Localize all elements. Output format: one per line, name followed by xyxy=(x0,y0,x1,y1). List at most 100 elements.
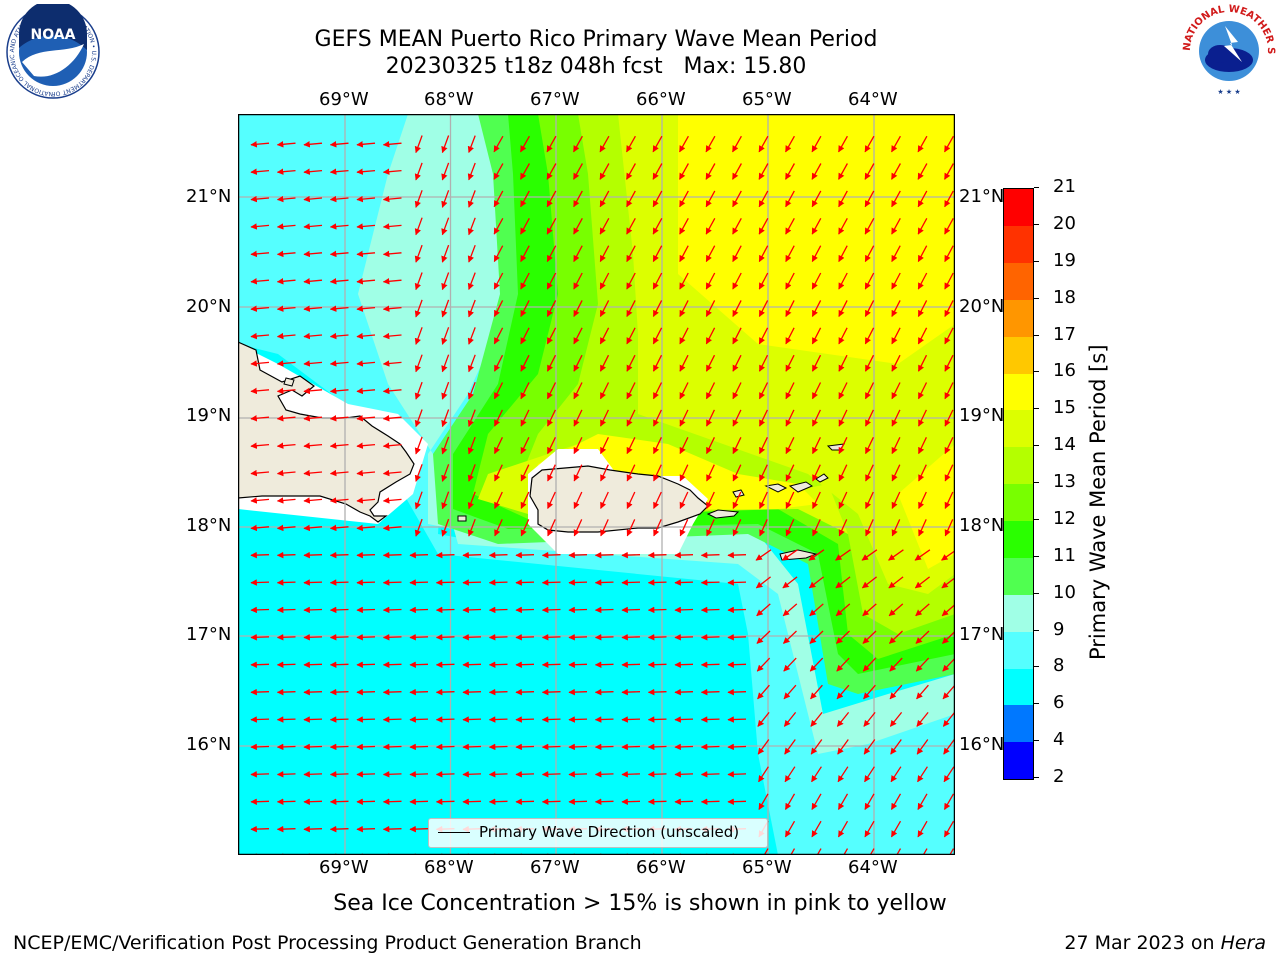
wave-arrow xyxy=(756,630,771,644)
colorbar-segment xyxy=(1004,299,1033,337)
wave-arrow xyxy=(944,190,954,208)
wave-arrow xyxy=(674,661,694,668)
colorbar-tick xyxy=(1034,666,1039,668)
wave-arrow xyxy=(414,327,423,345)
wave-arrow xyxy=(864,163,875,180)
wave-arrow xyxy=(706,437,715,455)
wave-arrow xyxy=(732,519,742,537)
wave-arrow xyxy=(942,658,954,672)
wave-arrow xyxy=(467,244,476,263)
wave-arrow xyxy=(573,272,583,290)
wave-arrow xyxy=(573,409,583,427)
wave-arrow xyxy=(520,135,530,153)
wave-arrow xyxy=(810,711,823,727)
wave-arrow xyxy=(541,634,561,641)
wave-arrow xyxy=(811,300,822,317)
wave-arrow xyxy=(414,162,423,181)
wave-arrow xyxy=(467,491,476,510)
wave-arrow xyxy=(732,409,742,427)
wave-arrow xyxy=(864,190,875,208)
wave-arrow xyxy=(759,409,768,427)
wave-arrow xyxy=(462,579,482,586)
wave-arrow xyxy=(329,442,349,449)
wave-arrow xyxy=(679,354,689,372)
wave-arrow xyxy=(467,217,476,236)
wave-arrow xyxy=(782,603,798,617)
wave-arrow xyxy=(547,464,556,482)
wave-arrow xyxy=(838,437,848,455)
wave-arrow xyxy=(547,409,556,427)
wave-arrow xyxy=(674,606,694,614)
wave-arrow xyxy=(276,195,296,203)
wave-arrow xyxy=(626,464,636,482)
wave-arrow xyxy=(944,135,954,153)
wave-arrow xyxy=(647,771,667,778)
lat-tick-right: 19°N xyxy=(959,405,1005,426)
wave-arrow xyxy=(674,743,694,751)
wave-arrow xyxy=(515,661,535,668)
wave-arrow xyxy=(943,820,954,838)
wave-arrow xyxy=(462,551,482,559)
wave-arrow xyxy=(811,354,822,372)
wave-arrow xyxy=(382,551,402,559)
wave-arrow xyxy=(382,415,402,422)
colorbar-segment xyxy=(1004,262,1033,300)
wave-arrow xyxy=(520,300,530,317)
wave-arrow xyxy=(705,217,716,235)
wave-arrow xyxy=(303,469,323,477)
wave-arrow xyxy=(732,354,742,372)
wave-arrow xyxy=(435,688,455,696)
colorbar-tick xyxy=(1034,445,1039,447)
wave-arrow xyxy=(356,634,376,641)
wave-arrow xyxy=(488,634,508,641)
wave-arrow xyxy=(414,518,423,537)
wave-arrow xyxy=(409,716,429,723)
wave-arrow xyxy=(594,579,614,586)
wave-arrow xyxy=(700,716,720,723)
wave-arrow xyxy=(382,661,402,668)
colorbar-segment xyxy=(1004,520,1033,558)
wave-arrow xyxy=(653,464,662,482)
wave-arrow xyxy=(785,217,795,235)
wave-arrow xyxy=(356,579,376,586)
land-puerto-rico xyxy=(529,465,709,533)
wave-arrow xyxy=(785,519,795,537)
wave-arrow xyxy=(441,162,450,181)
period-band-15-16-east xyxy=(898,444,954,569)
wave-arrow xyxy=(647,743,667,751)
wave-arrow xyxy=(276,360,296,367)
wave-arrow xyxy=(303,661,323,668)
wave-arrow xyxy=(276,497,296,504)
wave-arrow xyxy=(568,688,588,696)
wave-arrow xyxy=(811,163,822,180)
wave-arrow xyxy=(785,382,795,400)
wave-arrow xyxy=(356,688,376,696)
wave-arrow xyxy=(785,300,795,317)
wave-arrow xyxy=(864,382,875,400)
wave-arrow xyxy=(467,135,476,154)
wave-arrow xyxy=(944,217,954,235)
wave-arrow xyxy=(836,684,850,700)
wave-arrow xyxy=(941,604,954,617)
wave-arrow xyxy=(865,409,874,427)
wave-arrow xyxy=(520,354,530,372)
wave-arrow xyxy=(250,278,270,285)
wave-arrow xyxy=(409,743,429,751)
wave-arrow xyxy=(329,278,349,285)
wave-arrow xyxy=(861,576,877,589)
wave-arrow xyxy=(674,551,694,559)
wave-arrow xyxy=(462,798,482,805)
wave-arrow xyxy=(923,848,928,854)
wave-arrow xyxy=(705,300,716,317)
wave-arrow xyxy=(600,464,609,482)
wave-arrow xyxy=(944,245,954,263)
wave-arrow xyxy=(783,684,797,700)
wave-arrow xyxy=(250,223,270,230)
wave-arrow xyxy=(838,272,848,290)
wave-arrow xyxy=(250,387,270,395)
wave-arrow xyxy=(652,163,663,180)
wave-arrow xyxy=(441,299,450,318)
colorbar-tick-label: 12 xyxy=(1053,507,1076,529)
wave-arrow xyxy=(758,245,769,263)
wave-arrow xyxy=(382,195,402,203)
